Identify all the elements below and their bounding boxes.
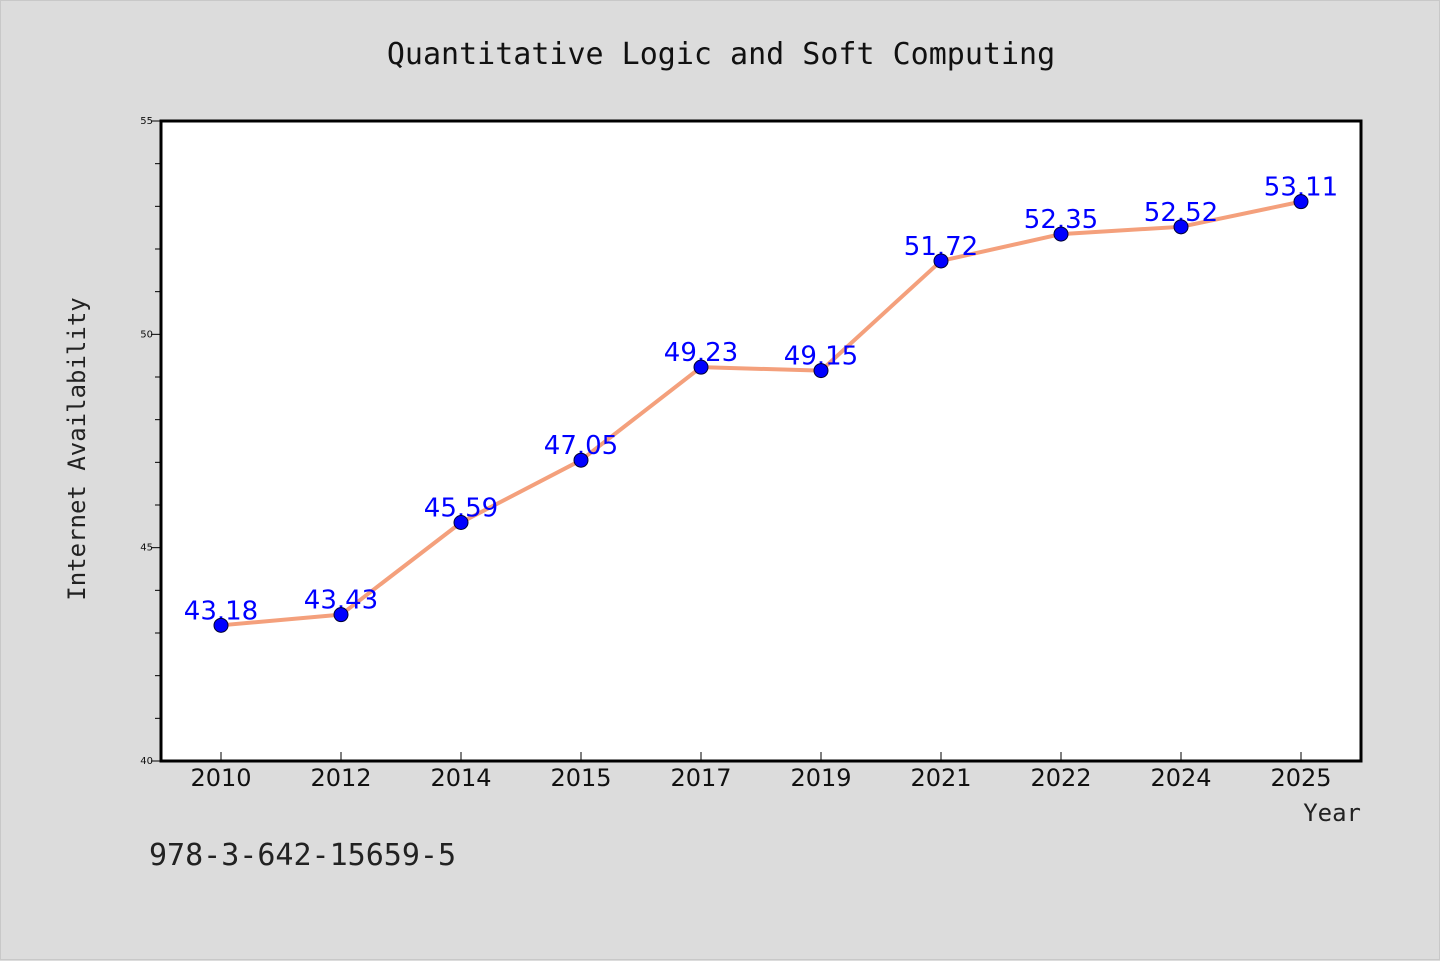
x-tick-label: 2022 [1030, 764, 1091, 792]
x-tick-label: 2010 [190, 764, 251, 792]
x-tick-label: 2015 [550, 764, 611, 792]
y-axis-label: Internet Availability [63, 297, 91, 600]
x-tick-label: 2017 [670, 764, 731, 792]
x-tick-label: 2012 [310, 764, 371, 792]
data-point [1053, 226, 1069, 242]
x-tick-label: 2014 [430, 764, 491, 792]
series-line [220, 199, 1302, 628]
chart-title: Quantitative Logic and Soft Computing [387, 37, 1055, 72]
data-point [453, 514, 469, 530]
data-point [933, 253, 949, 269]
x-axis-label: Year [1303, 799, 1361, 827]
data-point [573, 452, 589, 468]
x-axis: 2010 2012 2014 2015 2017 2019 2021 2022 2024 2025 [190, 752, 1332, 792]
x-tick-label: 2021 [910, 764, 971, 792]
footer-isbn: 978-3-642-15659-5 [149, 838, 456, 873]
x-tick-label: 2024 [1150, 764, 1211, 792]
y-tick-label: 45 [140, 543, 153, 554]
data-point [693, 359, 709, 375]
data-point [1293, 194, 1309, 210]
data-point [213, 617, 229, 633]
y-tick-label: 50 [140, 329, 153, 340]
y-tick-label: 55 [140, 116, 153, 127]
data-point [1173, 219, 1189, 235]
x-tick-label: 2019 [790, 764, 851, 792]
data-point [333, 607, 349, 623]
data-point [813, 363, 829, 379]
y-axis: 40 45 50 55 [140, 116, 161, 767]
y-tick-label: 40 [140, 756, 153, 767]
x-tick-label: 2025 [1270, 764, 1331, 792]
